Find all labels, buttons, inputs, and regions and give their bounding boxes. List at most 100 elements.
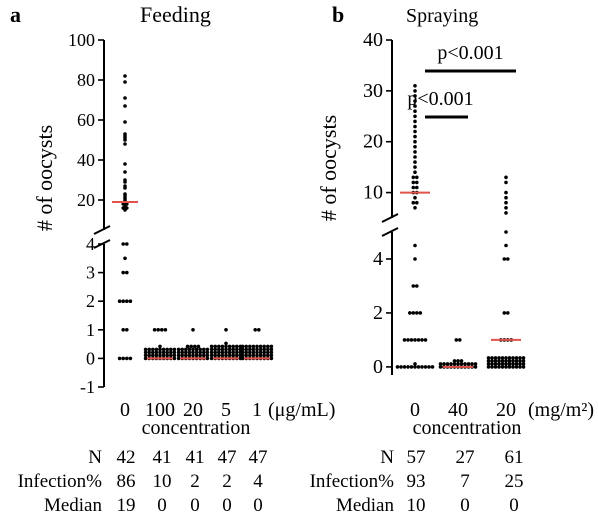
panel-a-label: a bbox=[10, 2, 21, 27]
data-point bbox=[413, 119, 417, 124]
data-point bbox=[125, 299, 129, 304]
y-tick-label: 4 bbox=[373, 248, 383, 270]
table-cell: 25 bbox=[504, 471, 524, 492]
data-point bbox=[151, 347, 155, 352]
data-point bbox=[493, 356, 498, 360]
data-point bbox=[235, 353, 239, 358]
data-point bbox=[493, 359, 498, 363]
data-point bbox=[123, 142, 127, 146]
data-point bbox=[514, 362, 519, 366]
data-point bbox=[413, 94, 417, 98]
data-point bbox=[269, 353, 274, 358]
axis-break-mark bbox=[93, 225, 111, 235]
y-tick-label: 40 bbox=[77, 150, 95, 170]
data-point bbox=[194, 350, 199, 355]
data-point bbox=[191, 353, 195, 358]
data-point bbox=[169, 350, 173, 355]
data-point bbox=[413, 129, 417, 134]
data-point bbox=[511, 359, 515, 363]
data-point bbox=[411, 175, 416, 180]
data-point bbox=[125, 356, 129, 361]
table-cell: 27 bbox=[455, 447, 475, 468]
data-point bbox=[217, 344, 221, 349]
axis-break-mark bbox=[381, 227, 399, 237]
data-point bbox=[151, 353, 155, 358]
data-point bbox=[151, 350, 155, 355]
data-point bbox=[518, 365, 522, 369]
data-point bbox=[172, 350, 177, 355]
data-point bbox=[158, 350, 162, 355]
data-point bbox=[413, 145, 417, 149]
data-point bbox=[521, 365, 526, 369]
table-cell: 0 bbox=[222, 495, 232, 516]
data-point bbox=[409, 365, 414, 369]
data-point bbox=[227, 347, 232, 352]
data-point bbox=[411, 200, 416, 205]
data-point bbox=[500, 362, 505, 366]
data-point bbox=[202, 353, 206, 358]
data-point bbox=[416, 365, 421, 369]
data-point bbox=[418, 311, 423, 315]
table-row-label: Median bbox=[335, 495, 394, 516]
data-point bbox=[438, 365, 443, 369]
data-point bbox=[406, 365, 410, 369]
data-point bbox=[406, 338, 410, 342]
panel-a-ylabel: # of oocysts bbox=[32, 125, 57, 231]
data-point bbox=[255, 344, 259, 349]
data-point bbox=[123, 170, 127, 174]
data-point bbox=[121, 356, 125, 361]
data-point bbox=[209, 344, 214, 349]
data-point bbox=[121, 299, 125, 304]
data-point bbox=[408, 311, 412, 315]
data-point bbox=[427, 365, 431, 369]
data-point bbox=[220, 344, 225, 349]
data-point bbox=[504, 206, 508, 210]
data-point bbox=[244, 344, 248, 349]
data-point bbox=[504, 195, 508, 200]
data-point bbox=[184, 353, 188, 358]
data-point bbox=[123, 178, 127, 182]
data-point bbox=[244, 347, 248, 352]
data-point bbox=[251, 353, 256, 358]
data-point bbox=[413, 84, 417, 88]
data-point bbox=[507, 365, 512, 369]
data-point bbox=[231, 347, 235, 352]
panel-a-title: Feeding bbox=[140, 2, 211, 27]
data-point bbox=[196, 344, 201, 349]
data-point bbox=[486, 359, 491, 363]
data-point bbox=[227, 350, 232, 355]
data-point bbox=[514, 365, 519, 369]
data-point bbox=[240, 344, 245, 349]
data-point bbox=[399, 365, 403, 369]
data-point bbox=[413, 243, 417, 248]
x-tick-label: 0 bbox=[120, 399, 130, 421]
data-point bbox=[224, 344, 228, 349]
data-point bbox=[143, 350, 148, 355]
data-point bbox=[266, 347, 270, 352]
table-row-label: Infection% bbox=[309, 471, 394, 492]
table-cell: 0 bbox=[190, 495, 200, 516]
table-cell: 42 bbox=[116, 447, 136, 468]
data-point bbox=[240, 350, 245, 355]
data-point bbox=[187, 353, 192, 358]
data-point bbox=[497, 356, 501, 360]
data-point bbox=[163, 328, 168, 332]
x-tick-label: 20 bbox=[183, 399, 203, 421]
data-point bbox=[147, 350, 151, 355]
data-point bbox=[269, 350, 274, 355]
data-point bbox=[128, 299, 133, 304]
panel-b-table: N Infection% Median 57 27 61 93 7 25 10 … bbox=[290, 448, 598, 524]
data-point bbox=[459, 362, 464, 366]
data-point bbox=[255, 353, 259, 358]
data-point bbox=[235, 344, 239, 349]
data-point bbox=[521, 362, 526, 366]
x-tick-label: 1 bbox=[252, 399, 262, 421]
axis-break-mark bbox=[381, 213, 399, 223]
data-point bbox=[413, 109, 417, 113]
data-point bbox=[180, 350, 184, 355]
data-point bbox=[423, 338, 428, 342]
data-point bbox=[411, 185, 416, 190]
figure: a Feeding # of oocysts (μg/mL) concentra… bbox=[10, 2, 594, 439]
data-point bbox=[184, 350, 188, 355]
data-point bbox=[486, 365, 491, 369]
